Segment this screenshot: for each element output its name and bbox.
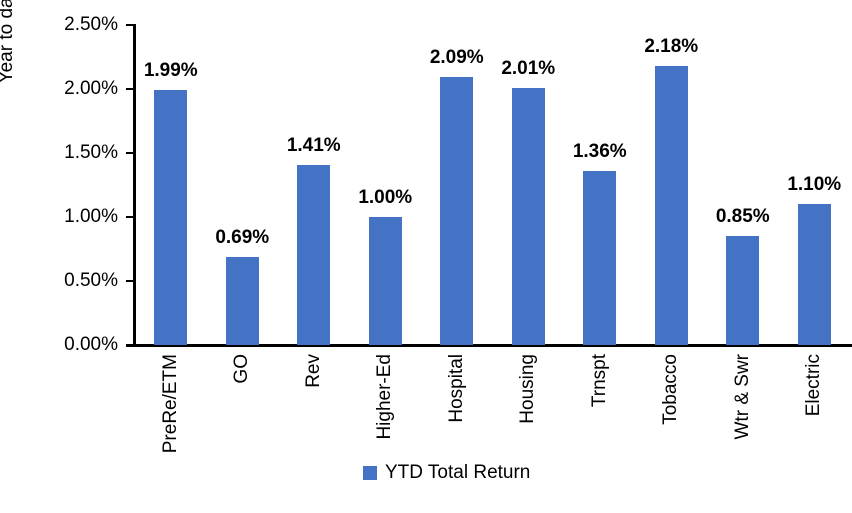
y-tick-mark	[126, 88, 135, 90]
bar	[583, 170, 617, 345]
y-tick-label: 2.50%	[64, 14, 118, 35]
y-tick-label: 0.00%	[64, 334, 118, 355]
bar	[797, 204, 831, 345]
bar-value-label: 1.36%	[572, 140, 627, 162]
x-category-label: PreRe/ETM	[159, 354, 181, 454]
x-axis-line	[126, 344, 852, 347]
x-category-label: Hospital	[445, 354, 467, 423]
bar	[297, 164, 331, 345]
y-axis-title: Year to date total return, %	[0, 0, 18, 83]
bar	[654, 65, 688, 345]
y-tick-mark	[126, 152, 135, 154]
legend: YTD Total Return	[363, 461, 530, 485]
bar	[440, 77, 474, 345]
legend-label: YTD Total Return	[385, 462, 531, 483]
bar-value-label: 1.00%	[358, 187, 413, 208]
y-tick-label: 1.50%	[64, 142, 118, 163]
legend-swatch	[363, 466, 377, 480]
bar-value-label: 0.85%	[715, 206, 770, 228]
bar-value-label: 1.41%	[286, 134, 341, 156]
x-category-label: Rev	[302, 354, 324, 388]
x-category-label: Trnspt	[588, 354, 610, 408]
y-tick-mark	[126, 24, 135, 26]
bar-value-label: 2.18%	[644, 35, 699, 57]
bar-value-label: 1.99%	[143, 60, 198, 82]
y-axis-line	[133, 24, 136, 347]
bar-value-label: 2.09%	[429, 47, 484, 69]
bar-value-label: 1.10%	[787, 174, 842, 196]
x-category-label: GO	[231, 354, 253, 384]
bar	[726, 236, 760, 345]
bar	[225, 256, 259, 345]
bar	[368, 217, 402, 345]
x-category-label: Housing	[517, 354, 539, 424]
bar-value-label: 0.69%	[215, 226, 270, 248]
bar	[154, 90, 188, 345]
y-tick-label: 2.00%	[64, 78, 118, 99]
x-category-label: Electric	[803, 354, 825, 417]
bar	[511, 87, 545, 345]
y-tick-label: 1.00%	[64, 206, 118, 227]
y-tick-mark	[126, 280, 135, 282]
y-tick-label: 0.50%	[64, 270, 118, 291]
y-tick-mark	[126, 216, 135, 218]
x-category-label: Wtr & Swr	[731, 354, 753, 440]
bar-value-label: 2.01%	[501, 57, 556, 79]
x-category-label: Higher-Ed	[374, 354, 396, 440]
y-tick-mark	[126, 344, 135, 346]
x-category-label: Tobacco	[660, 354, 682, 425]
